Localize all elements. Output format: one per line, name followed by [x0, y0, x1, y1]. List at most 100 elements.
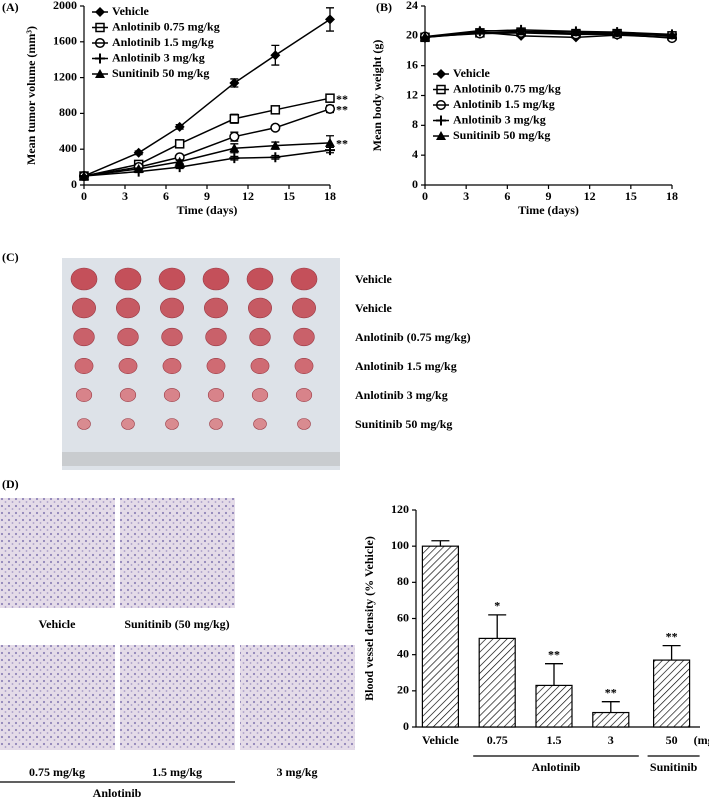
x-tick-label: 0.75: [487, 733, 508, 747]
error-bar: [431, 540, 450, 547]
legend-label: Anlotinib 3 mg/kg: [453, 112, 546, 126]
tumor: [248, 297, 273, 319]
legend-label: Anlotinib 0.75 mg/kg: [453, 81, 561, 95]
x-axis-label: Time (days): [177, 203, 238, 217]
legend-label: Sunitinib 50 mg/kg: [112, 66, 209, 80]
legend-label: Vehicle: [112, 4, 150, 18]
annotation: **: [336, 103, 348, 117]
x-axis-label: Time (days): [518, 203, 579, 217]
series-line: [83, 149, 331, 177]
image-caption: 1.5 mg/kg: [152, 765, 202, 779]
x-tick-label: 0: [81, 189, 87, 203]
tumor: [293, 327, 315, 347]
y-tick-label: 8: [412, 117, 418, 131]
error-bar: [601, 701, 620, 713]
row-label: Anlotinib (0.75 mg/kg): [355, 330, 471, 344]
tumor: [158, 267, 186, 291]
tumor: [116, 297, 141, 319]
x-tick-label: 15: [283, 189, 295, 203]
x-tick-label: 6: [163, 189, 169, 203]
series-line: [83, 142, 331, 177]
tumor: [121, 418, 135, 430]
x-tick-label: 12: [584, 189, 596, 203]
tumor: [70, 267, 98, 291]
y-tick-label: 120: [391, 502, 409, 516]
tumor: [209, 418, 223, 430]
x-tick-label: 3: [608, 733, 614, 747]
tumor: [117, 327, 139, 347]
tumor: [294, 357, 314, 374]
x-tick-label: 0: [422, 189, 428, 203]
marker: [667, 30, 677, 40]
y-tick-label: 20: [406, 28, 418, 42]
marker: [229, 114, 240, 124]
tumor: [295, 388, 313, 402]
tumor: [249, 327, 271, 347]
group-label: Anlotinib: [93, 786, 142, 800]
tumor: [119, 388, 137, 402]
x-tick-label: 50: [666, 733, 678, 747]
panel-label: (A): [2, 0, 19, 14]
tumor: [206, 357, 226, 374]
bar: [421, 545, 459, 728]
tumor: [251, 388, 269, 402]
tumor: [246, 267, 274, 291]
legend-label: Anlotinib 3 mg/kg: [112, 50, 205, 64]
bar: [652, 659, 691, 728]
row-label: Anlotinib 3 mg/kg: [355, 388, 448, 402]
annotation: **: [336, 137, 348, 151]
tumor: [160, 297, 185, 319]
tumor: [202, 267, 230, 291]
bar: [535, 684, 573, 728]
marker: [174, 139, 185, 149]
y-tick-label: 40: [397, 646, 409, 660]
y-tick-label: 0: [403, 719, 409, 733]
tumor: [77, 418, 91, 430]
image-caption: 0.75 mg/kg: [29, 765, 85, 779]
row-label: Anlotinib 1.5 mg/kg: [355, 359, 457, 373]
group-label: Sunitinib: [650, 760, 698, 774]
marker: [325, 14, 335, 25]
tumor: [207, 388, 225, 402]
marker: [229, 153, 240, 164]
tumor: [162, 357, 182, 374]
marker: [79, 171, 89, 181]
x-tick-label: Vehicle: [422, 733, 460, 747]
x-tick-label: 15: [625, 189, 637, 203]
marker: [270, 152, 281, 163]
annotation: **: [336, 92, 348, 106]
y-tick-label: 24: [406, 0, 418, 12]
marker: [229, 131, 240, 142]
ihc-image: [120, 498, 235, 608]
error-bar: [662, 644, 681, 661]
legend-label: Vehicle: [453, 66, 491, 80]
x-tick-label: 3: [463, 189, 469, 203]
series-line: [83, 97, 331, 177]
tumor: [250, 357, 270, 374]
tumor: [114, 267, 142, 291]
series-line: [424, 32, 673, 39]
tumor: [75, 388, 93, 402]
marker: [270, 140, 281, 150]
y-tick-label: 800: [59, 105, 77, 119]
x-tick-label: 9: [204, 189, 210, 203]
y-axis-label: Mean tumor volume (mm³): [24, 26, 38, 165]
marker: [325, 137, 335, 147]
ruler: [62, 452, 340, 466]
y-axis-label: Mean body weight (g): [370, 40, 384, 152]
marker: [270, 105, 281, 115]
marker: [612, 27, 623, 37]
tumor: [291, 297, 316, 319]
significance: **: [605, 685, 617, 699]
ihc-image: [0, 498, 115, 608]
legend-label: Anlotinib 1.5 mg/kg: [453, 97, 555, 111]
tumor: [163, 388, 181, 402]
tumor: [165, 418, 179, 430]
tumor: [204, 297, 229, 319]
y-tick-label: 12: [406, 87, 418, 101]
tumor: [73, 327, 95, 347]
row-label: Vehicle: [355, 272, 393, 286]
legend-label: Anlotinib 1.5 mg/kg: [112, 35, 214, 49]
tumor: [118, 357, 138, 374]
